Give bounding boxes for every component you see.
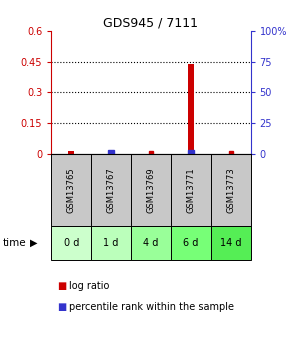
Text: percentile rank within the sample: percentile rank within the sample [69,302,234,312]
Text: ■: ■ [57,281,67,291]
Bar [91,154,131,226]
Text: GSM13769: GSM13769 [146,167,155,213]
Bar [51,154,91,226]
Bar [188,64,194,154]
Text: GSM13773: GSM13773 [226,167,235,213]
Bar [51,226,91,260]
Text: 1 d: 1 d [103,238,119,248]
Text: 4 d: 4 d [143,238,159,248]
Text: 14 d: 14 d [220,238,241,248]
Bar [171,154,211,226]
Bar [131,226,171,260]
Bar [68,151,74,154]
Text: GSM13765: GSM13765 [67,167,76,213]
Bar [171,226,211,260]
Bar [211,154,251,226]
Text: 6 d: 6 d [183,238,198,248]
Text: log ratio: log ratio [69,281,109,291]
Text: ▶: ▶ [30,238,38,248]
Bar [91,226,131,260]
Text: ■: ■ [57,302,67,312]
Text: GSM13771: GSM13771 [186,167,195,213]
Text: 0 d: 0 d [64,238,79,248]
Bar [131,154,171,226]
Text: GSM13767: GSM13767 [107,167,115,213]
Text: time: time [3,238,27,248]
Bar [211,226,251,260]
Title: GDS945 / 7111: GDS945 / 7111 [103,17,198,30]
